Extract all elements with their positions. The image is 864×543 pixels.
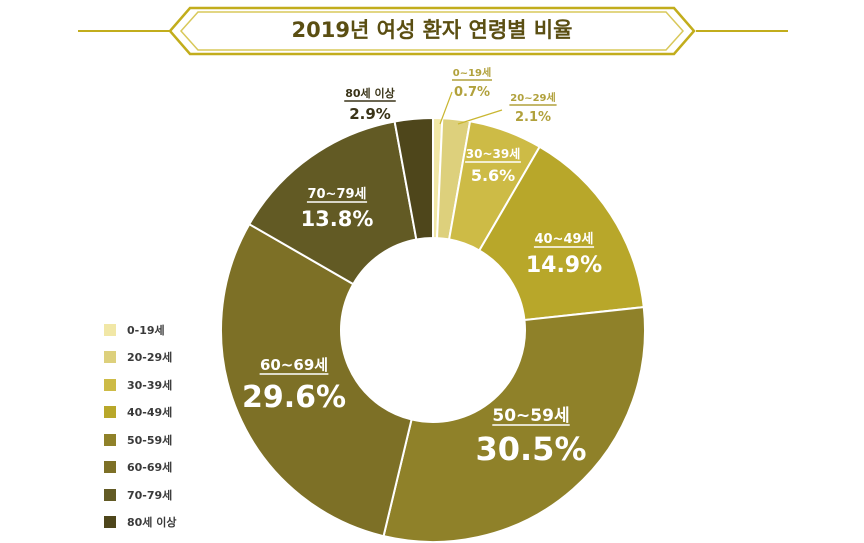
slice-age-label-7: 80세 이상 [345, 86, 395, 100]
slice-value-label-0: 0.7% [454, 85, 490, 100]
slice-5 [220, 222, 413, 538]
legend-swatch-0 [104, 323, 116, 336]
slice-age-label-6: 70~79세 [307, 187, 366, 202]
slice-age-label-3: 40~49세 [534, 232, 593, 247]
slice-age-label-5: 60~69세 [260, 356, 328, 374]
slice-labels: 0~19세 0.7% 20~29세 2.1% 30~39세 5.6% 40~49세 14.9%… [242, 66, 602, 468]
legend-item-5: 60-69세 [104, 454, 177, 482]
slice-value-label-5: 29.6% [242, 380, 346, 415]
legend-item-3: 40-49세 [104, 399, 177, 427]
legend-item-6: 70-79세 [104, 481, 177, 509]
slice-value-label-1: 2.1% [515, 110, 551, 125]
slice-7 [393, 116, 434, 241]
legend-swatch-3 [104, 406, 116, 419]
legend-swatch-1 [104, 351, 116, 364]
legend-item-2: 30-39세 [104, 371, 177, 399]
legend-swatch-5 [104, 461, 116, 474]
legend-label-5: 60-69세 [127, 461, 173, 475]
callout-line-1 [457, 109, 503, 125]
slice-value-label-7: 2.9% [349, 105, 391, 123]
legend-item-1: 20-29세 [104, 344, 177, 372]
banner-inner [179, 11, 685, 51]
donut-chart [220, 116, 646, 543]
chart-title: 2019년 여성 환자 연령별 비율 [291, 18, 573, 42]
legend-item-7: 80세 이상 [104, 509, 177, 537]
legend-label-4: 50-59세 [127, 433, 173, 447]
slice-3 [477, 145, 645, 322]
title-area: 2019년 여성 환자 연령별 비율 [0, 0, 864, 62]
legend-label-2: 30-39세 [127, 378, 173, 392]
slice-age-label-4: 50~59세 [492, 406, 569, 426]
legend: 0-19세 20-29세 30-39세 40-49세 50-59세 60-69세 70-79… [104, 316, 177, 536]
legend-label-6: 70-79세 [127, 488, 173, 502]
legend-label-7: 80세 이상 [127, 516, 177, 530]
title-banner [78, 6, 788, 56]
callout-line-0 [439, 91, 453, 125]
slice-value-label-2: 5.6% [471, 166, 515, 185]
slice-age-label-0: 0~19세 [453, 66, 491, 79]
slice-value-label-6: 13.8% [301, 207, 374, 231]
legend-label-3: 40-49세 [127, 406, 173, 420]
legend-swatch-2 [104, 378, 116, 391]
slice-value-label-3: 14.9% [526, 253, 602, 278]
legend-item-4: 50-59세 [104, 426, 177, 454]
banner-outer [168, 6, 696, 56]
slice-age-label-1: 20~29세 [510, 91, 555, 104]
slice-age-label-2: 30~39세 [466, 146, 521, 161]
legend-swatch-7 [104, 516, 116, 529]
slice-6 [247, 120, 418, 286]
legend-swatch-6 [104, 488, 116, 501]
slice-value-label-4: 30.5% [475, 430, 586, 468]
legend-item-0: 0-19세 [104, 316, 177, 344]
legend-label-0: 0-19세 [127, 323, 165, 337]
legend-label-1: 20-29세 [127, 351, 173, 365]
legend-swatch-4 [104, 433, 116, 446]
